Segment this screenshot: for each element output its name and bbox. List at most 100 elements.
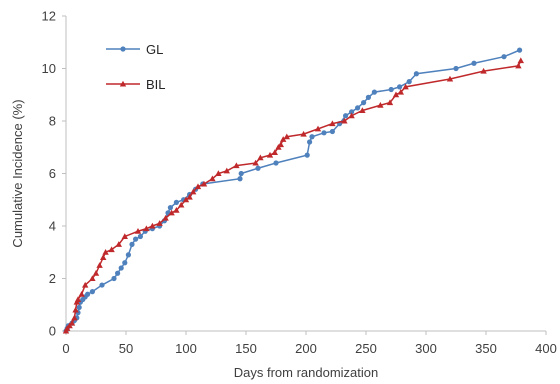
data-point-bil (386, 99, 394, 106)
data-point-bil (108, 246, 115, 253)
data-point-gl (129, 241, 135, 247)
y-axis-title: Cumulative Incidence (%) (10, 99, 25, 247)
x-tick-labels: 0 50 100 150 200 250 300 350 400 (62, 331, 557, 356)
legend-marker (120, 46, 126, 52)
data-point-gl (111, 275, 117, 282)
data-point-bil (397, 88, 404, 95)
x-tick-label: 400 (535, 341, 557, 356)
data-point-gl (309, 134, 315, 140)
data-point-gl (388, 86, 394, 93)
data-point-gl (329, 128, 335, 135)
data-point-gl (173, 199, 179, 205)
data-point-bil (271, 149, 278, 156)
y-tick-labels: 0 2 4 6 8 10 12 (42, 9, 66, 339)
data-point-gl (137, 233, 143, 240)
data-point-bil (190, 188, 197, 195)
data-point-bil (300, 130, 307, 137)
data-point-bil (277, 141, 284, 148)
data-point-bil (280, 136, 287, 142)
series-line-bil (65, 60, 522, 332)
y-tick-label: 10 (42, 61, 56, 76)
data-point-gl (397, 84, 403, 90)
data-point-bil (223, 167, 230, 174)
data-point-bil (102, 249, 109, 255)
data-point-gl (167, 205, 173, 211)
data-point-bil (200, 180, 208, 187)
data-point-gl (89, 289, 95, 295)
x-tick-label: 250 (355, 341, 377, 356)
data-point-gl (99, 282, 105, 288)
y-tick-label: 6 (49, 166, 56, 181)
data-point-bil (283, 133, 290, 140)
legend-item-bil: BIL (106, 77, 166, 92)
legend-marker (119, 80, 127, 87)
data-point-bil (446, 75, 454, 82)
data-point-gl (361, 100, 367, 106)
x-tick-label: 0 (62, 341, 69, 356)
data-point-bil (209, 175, 216, 182)
data-point-bil (402, 83, 409, 90)
series-line-gl (65, 49, 520, 332)
data-point-gl (517, 47, 523, 53)
data-point-bil (89, 275, 96, 282)
x-tick-label: 300 (415, 341, 437, 356)
data-point-bil (96, 262, 103, 268)
data-point-gl (85, 291, 91, 297)
series-bil (62, 57, 524, 334)
data-point-bil (480, 67, 487, 74)
data-point-gl (76, 304, 82, 310)
data-point-bil (233, 162, 240, 169)
data-point-bil (252, 159, 259, 166)
data-point-bil (194, 183, 202, 190)
data-point-bil (392, 91, 400, 98)
x-tick-label: 200 (295, 341, 317, 356)
data-point-gl (471, 60, 477, 66)
data-point-gl (349, 109, 355, 115)
y-axis: 0 2 4 6 8 10 12 (42, 9, 67, 339)
data-point-bil (100, 254, 107, 261)
x-axis: 0 50 100 150 200 250 300 350 400 (62, 330, 557, 356)
data-point-bil (68, 319, 76, 326)
data-point-gl (307, 139, 313, 145)
data-point-bil (257, 154, 264, 161)
data-point-gl (355, 105, 361, 111)
data-point-gl (125, 252, 131, 258)
data-point-gl (371, 89, 377, 95)
data-point-bil (168, 209, 175, 216)
data-point-bil (134, 228, 142, 234)
data-point-gl (122, 260, 128, 266)
legend: GL BIL (106, 42, 166, 92)
data-point-gl (453, 65, 459, 72)
data-point-bil (359, 107, 366, 114)
y-tick-label: 2 (49, 271, 56, 286)
data-point-bil (517, 57, 524, 64)
data-point-bil (173, 207, 180, 213)
data-point-bil (121, 233, 128, 240)
data-point-bil (82, 281, 89, 288)
data-point-gl (413, 71, 419, 77)
data-point-gl (115, 270, 121, 276)
data-point-gl (118, 265, 124, 271)
data-point-bil (314, 125, 322, 132)
data-point-bil (215, 170, 222, 177)
data-point-bil (92, 270, 100, 276)
series-layer (62, 47, 524, 334)
data-point-gl (238, 170, 244, 177)
data-point-bil (186, 193, 193, 200)
legend-label-bil: BIL (146, 77, 166, 92)
x-tick-label: 350 (475, 341, 497, 356)
data-point-bil (78, 291, 85, 297)
data-point-bil (71, 314, 78, 321)
x-tick-label: 150 (235, 341, 257, 356)
data-point-bil (178, 201, 185, 208)
data-point-gl (304, 152, 310, 158)
data-point-gl (406, 79, 412, 85)
data-point-bil (515, 62, 522, 69)
data-point-bil (341, 117, 348, 124)
data-point-bil (143, 225, 150, 232)
legend-item-gl: GL (106, 42, 163, 57)
data-point-bil (74, 296, 82, 303)
data-point-bil (348, 112, 355, 119)
data-point-gl (255, 165, 261, 171)
